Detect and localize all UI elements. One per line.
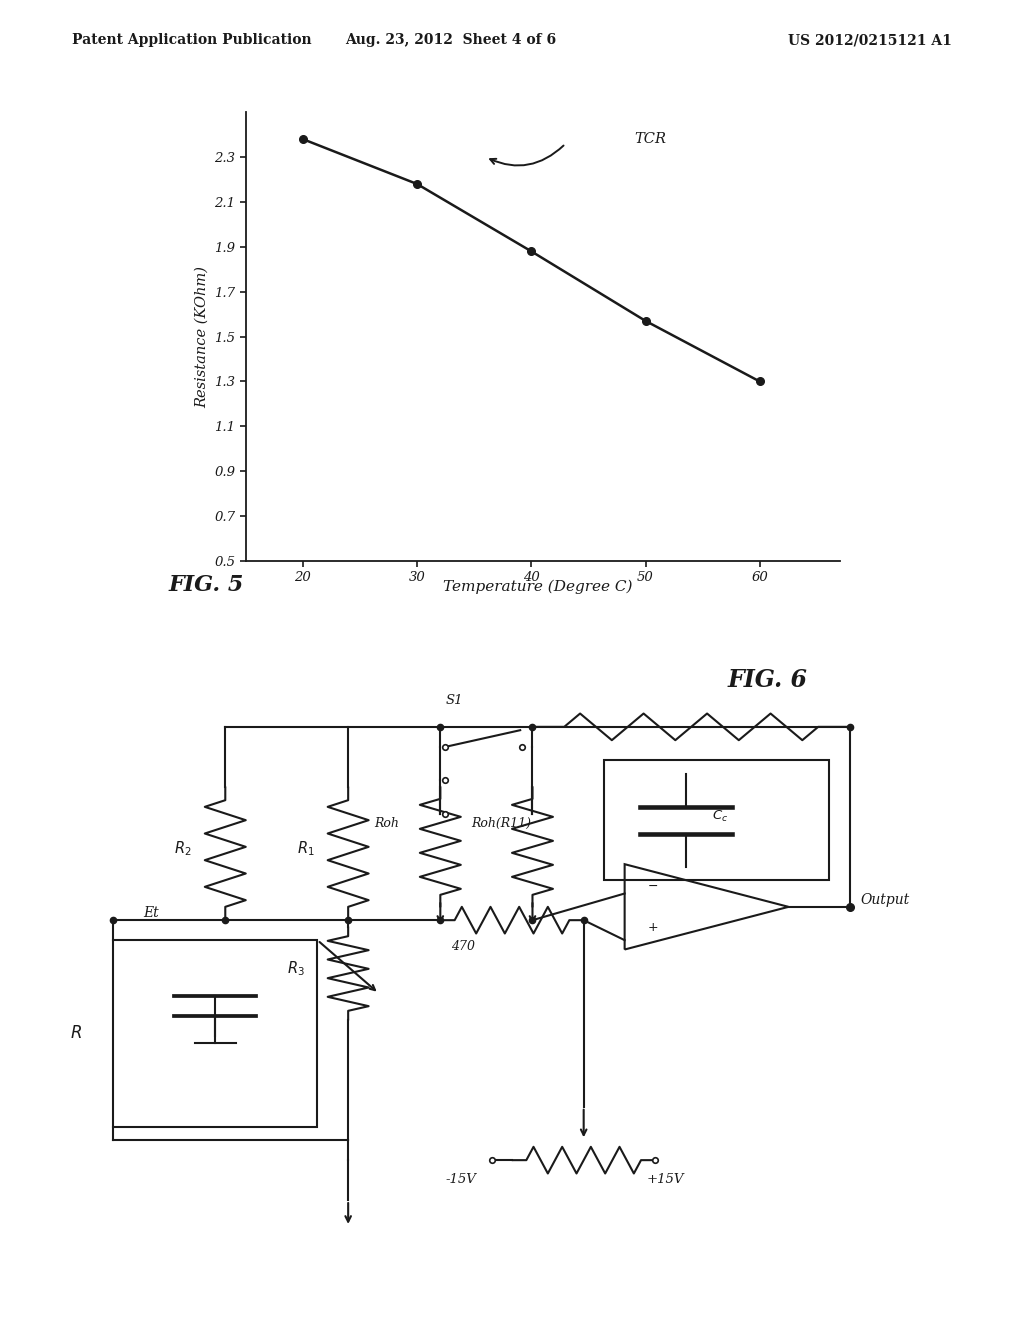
Text: FIG. 5: FIG. 5 xyxy=(169,574,245,597)
Text: Roh: Roh xyxy=(374,817,398,830)
Text: $R_2$: $R_2$ xyxy=(174,840,191,858)
Text: −: − xyxy=(648,880,658,894)
Text: -15V: -15V xyxy=(445,1173,476,1187)
Bar xyxy=(113,940,317,1127)
Bar xyxy=(604,760,829,880)
Text: Patent Application Publication: Patent Application Publication xyxy=(72,33,311,48)
Text: $R_1$: $R_1$ xyxy=(297,840,314,858)
Text: TCR: TCR xyxy=(634,132,666,147)
Text: US 2012/0215121 A1: US 2012/0215121 A1 xyxy=(788,33,952,48)
Text: $R$: $R$ xyxy=(70,1026,82,1041)
Text: $C_c$: $C_c$ xyxy=(712,809,728,824)
Y-axis label: Resistance (KOhm): Resistance (KOhm) xyxy=(195,265,209,408)
Text: +: + xyxy=(648,920,658,933)
Text: 470: 470 xyxy=(451,940,474,953)
Text: $R_3$: $R_3$ xyxy=(287,960,304,978)
Text: FIG. 6: FIG. 6 xyxy=(728,668,808,692)
Text: Aug. 23, 2012  Sheet 4 of 6: Aug. 23, 2012 Sheet 4 of 6 xyxy=(345,33,556,48)
Text: Et: Et xyxy=(143,906,159,920)
Text: Output: Output xyxy=(860,894,909,907)
Text: Roh(R11): Roh(R11) xyxy=(471,817,531,830)
Text: S1: S1 xyxy=(445,693,463,706)
Text: +15V: +15V xyxy=(647,1173,684,1187)
Text: Temperature (Degree C): Temperature (Degree C) xyxy=(442,579,633,594)
